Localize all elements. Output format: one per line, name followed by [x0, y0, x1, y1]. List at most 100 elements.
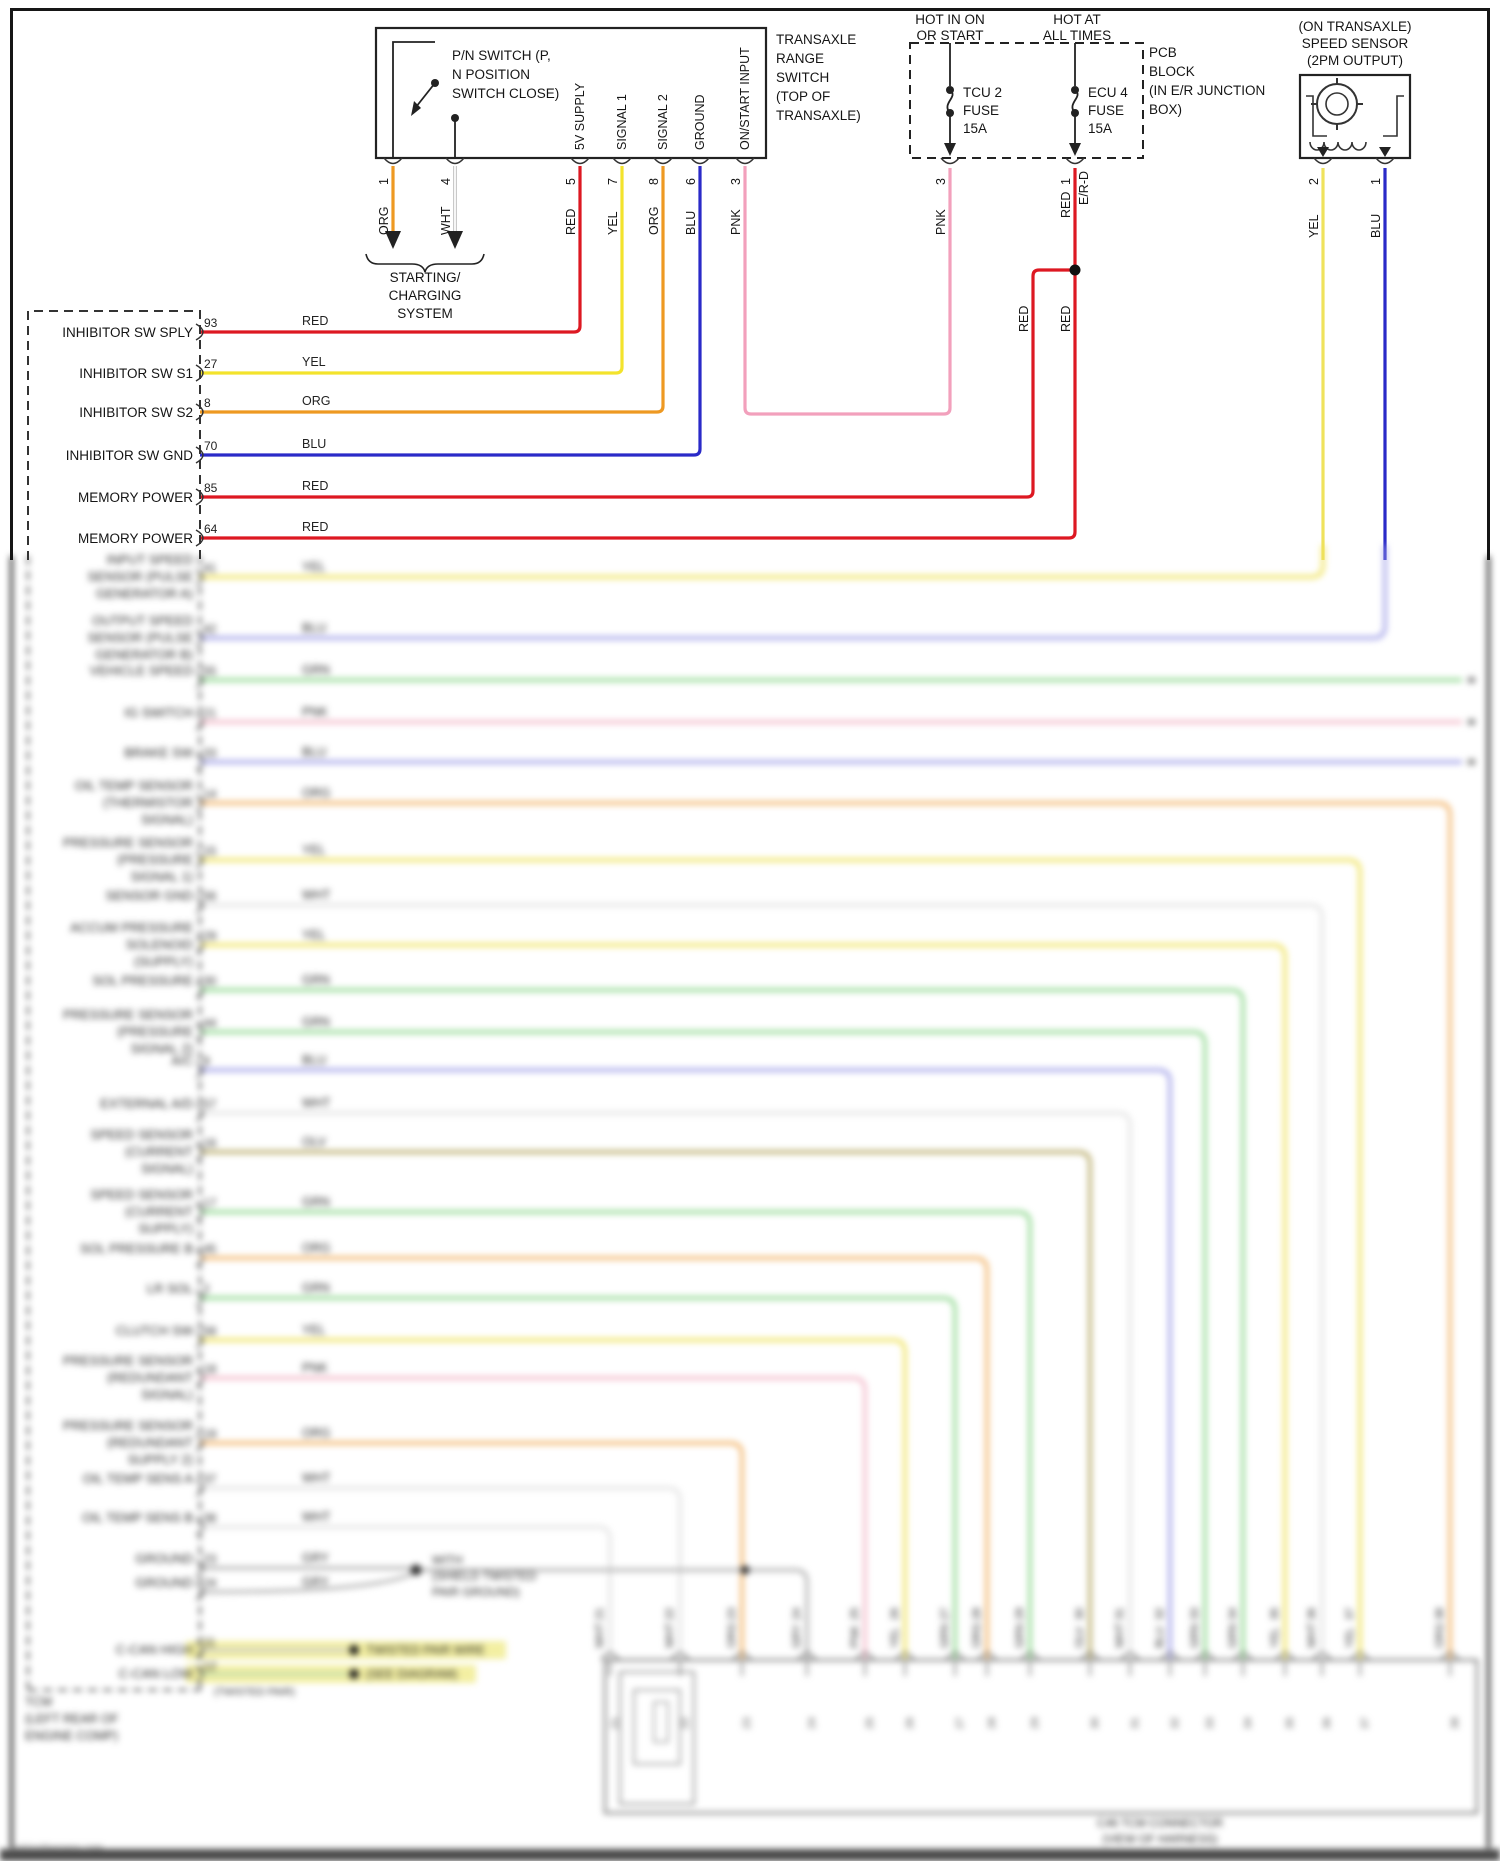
- sharp-wiring-svg: [27, 26, 1412, 560]
- hot-at-all-times-label: HOT AT: [1053, 12, 1101, 27]
- wire-color-label: YEL: [302, 1323, 326, 1337]
- pin-connector-icon: [570, 157, 590, 165]
- hot-in-on-label: OR START: [916, 28, 984, 43]
- blurred-row-label: SIGNAL 2): [130, 1041, 193, 1056]
- pcb-block-box: [909, 42, 1144, 159]
- pin-connector-icon: [195, 671, 204, 689]
- blurred-wire-org: [200, 1441, 744, 1660]
- block-pin-label: 31: [1129, 1717, 1141, 1729]
- arrow-down-icon: [944, 143, 956, 156]
- arrow-down-icon: [1069, 143, 1081, 156]
- block-pin-label: 34: [1242, 1717, 1254, 1729]
- range-switch-title: TRANSAXLE): [776, 108, 861, 123]
- blurred-row-label: SIGNAL 1): [130, 869, 193, 884]
- pin-number: 8: [204, 396, 211, 410]
- ecu-fuse-label: ECU 4: [1088, 85, 1128, 100]
- wire-color-label: GRN: [302, 973, 330, 987]
- wire-color-label: ORG: [971, 1622, 983, 1648]
- pin-connector-icon: [977, 1652, 997, 1661]
- pin-connector-icon: [1080, 1652, 1100, 1661]
- blurred-wire-yel: [200, 1338, 907, 1660]
- blurred-row-label: OIL TEMP SENSOR: [74, 778, 193, 793]
- pin-connector-icon: [195, 1203, 204, 1221]
- pin-connector-icon: [732, 1652, 752, 1661]
- pin-number: 41: [203, 561, 217, 575]
- pin-connector-icon: [195, 568, 204, 586]
- wire-color-label: GRN: [302, 663, 330, 677]
- blurred-row-label: SIGNAL): [140, 812, 193, 827]
- block-caption: C46 TCM CONNECTOR: [1096, 1818, 1224, 1830]
- range-switch-title: RANGE: [776, 51, 825, 66]
- pcb-block-label: BOX): [1149, 102, 1183, 117]
- red-wire-85: [200, 268, 1075, 499]
- wire-color-label: WHT: [302, 1510, 331, 1524]
- pin-connector-icon: [195, 1434, 204, 1452]
- pin-connector-icon: [195, 629, 204, 647]
- blurred-wire-yel: [200, 858, 1362, 1660]
- blurred-row-label: IG SWITCH: [124, 705, 193, 720]
- pin-connector-icon: [195, 896, 204, 914]
- connector-row-label: INHIBITOR SW SPLY: [62, 325, 193, 340]
- block-pin-label: 22: [679, 1717, 691, 1729]
- can-sub-note: (TWISTED PAIR): [214, 1686, 295, 1698]
- tcu-fuse-label: 15A: [963, 121, 988, 136]
- pin-connector-icon: [195, 1331, 204, 1349]
- yel-wire-27: [200, 166, 624, 375]
- pin-number: 11: [203, 1635, 216, 1649]
- pin-connector-icon: [195, 1104, 204, 1122]
- pin-number: 21: [203, 706, 217, 720]
- blurred-row-label: OIL TEMP SENS A: [82, 1471, 193, 1486]
- blurred-row-label: SPEED SENSOR: [90, 1127, 193, 1142]
- pin-connector-icon: [195, 851, 204, 869]
- blurred-row-label: SENSOR GND: [105, 888, 193, 903]
- pin-connector-icon: [195, 713, 204, 731]
- pin-number: 56: [203, 889, 217, 903]
- wire-color-label: YEL: [1269, 1627, 1281, 1648]
- watermark: wiringdiagrams.com: [14, 1840, 103, 1857]
- blu-wire-70: [200, 166, 702, 457]
- wire-color-label: GRN: [1014, 1623, 1026, 1648]
- pin-number: 23: [203, 1552, 217, 1566]
- pin-number: 33: [203, 746, 217, 760]
- pin-number: 19: [203, 1427, 217, 1441]
- blurred-row-label: PRESSURE SENSOR: [62, 1353, 193, 1368]
- block-pin-label: 26: [904, 1717, 916, 1729]
- wire-color-label: PNK: [849, 1625, 861, 1648]
- wire-color-label: ORG: [1434, 1622, 1446, 1648]
- blurred-wire-pnk: [200, 1376, 867, 1660]
- page-border: [10, 556, 13, 1848]
- wire-color-label: YEL: [302, 928, 326, 942]
- blurred-wire-yel: [200, 943, 1287, 1660]
- block-pin-label: 33: [1204, 1717, 1216, 1729]
- speed-sensor-title: (2PM OUTPUT): [1307, 53, 1403, 68]
- wire-color-label: YEL: [302, 843, 326, 857]
- pin-connector-icon: [195, 936, 204, 954]
- blurred-wire-gry: [416, 1568, 809, 1660]
- wire-color-label: YEL: [889, 1627, 901, 1648]
- wire-color-label: GRN: [302, 1015, 330, 1029]
- pn-switch-label: SWITCH CLOSE): [452, 86, 560, 101]
- arrow-down-icon: [447, 231, 463, 249]
- block-pin-label: 37: [1359, 1717, 1371, 1729]
- wire-color-label: WHT: [664, 1622, 676, 1648]
- wire-color-label: GRN: [939, 1623, 951, 1648]
- block-detail: [633, 1689, 681, 1765]
- pin-number: 37: [203, 1472, 217, 1486]
- range-switch-title: TRANSAXLE: [776, 32, 857, 47]
- wire-color-label: BLU: [1154, 1626, 1166, 1648]
- speed-sensor-title: SPEED SENSOR: [1301, 36, 1409, 51]
- pin-number: 45: [203, 1242, 217, 1256]
- wire-color-label: ORG: [302, 394, 331, 408]
- junction-dot: [349, 1645, 359, 1655]
- blurred-row-label: (CURRENT: [125, 1204, 193, 1219]
- pin-number: 44: [203, 1016, 217, 1030]
- blurred-row-label: SENSOR (PULSE: [87, 630, 193, 645]
- wire-color-label: BLU: [302, 745, 327, 759]
- blurred-row-label: (PRESSURE: [117, 1024, 193, 1039]
- wire-color-label: GRN: [302, 1281, 330, 1295]
- pin-connector-icon: [195, 364, 204, 382]
- page-border-top: [10, 8, 1489, 11]
- blurred-row-label: VEHICLE SPEED: [89, 663, 193, 678]
- block-pin-label: 38: [1449, 1717, 1461, 1729]
